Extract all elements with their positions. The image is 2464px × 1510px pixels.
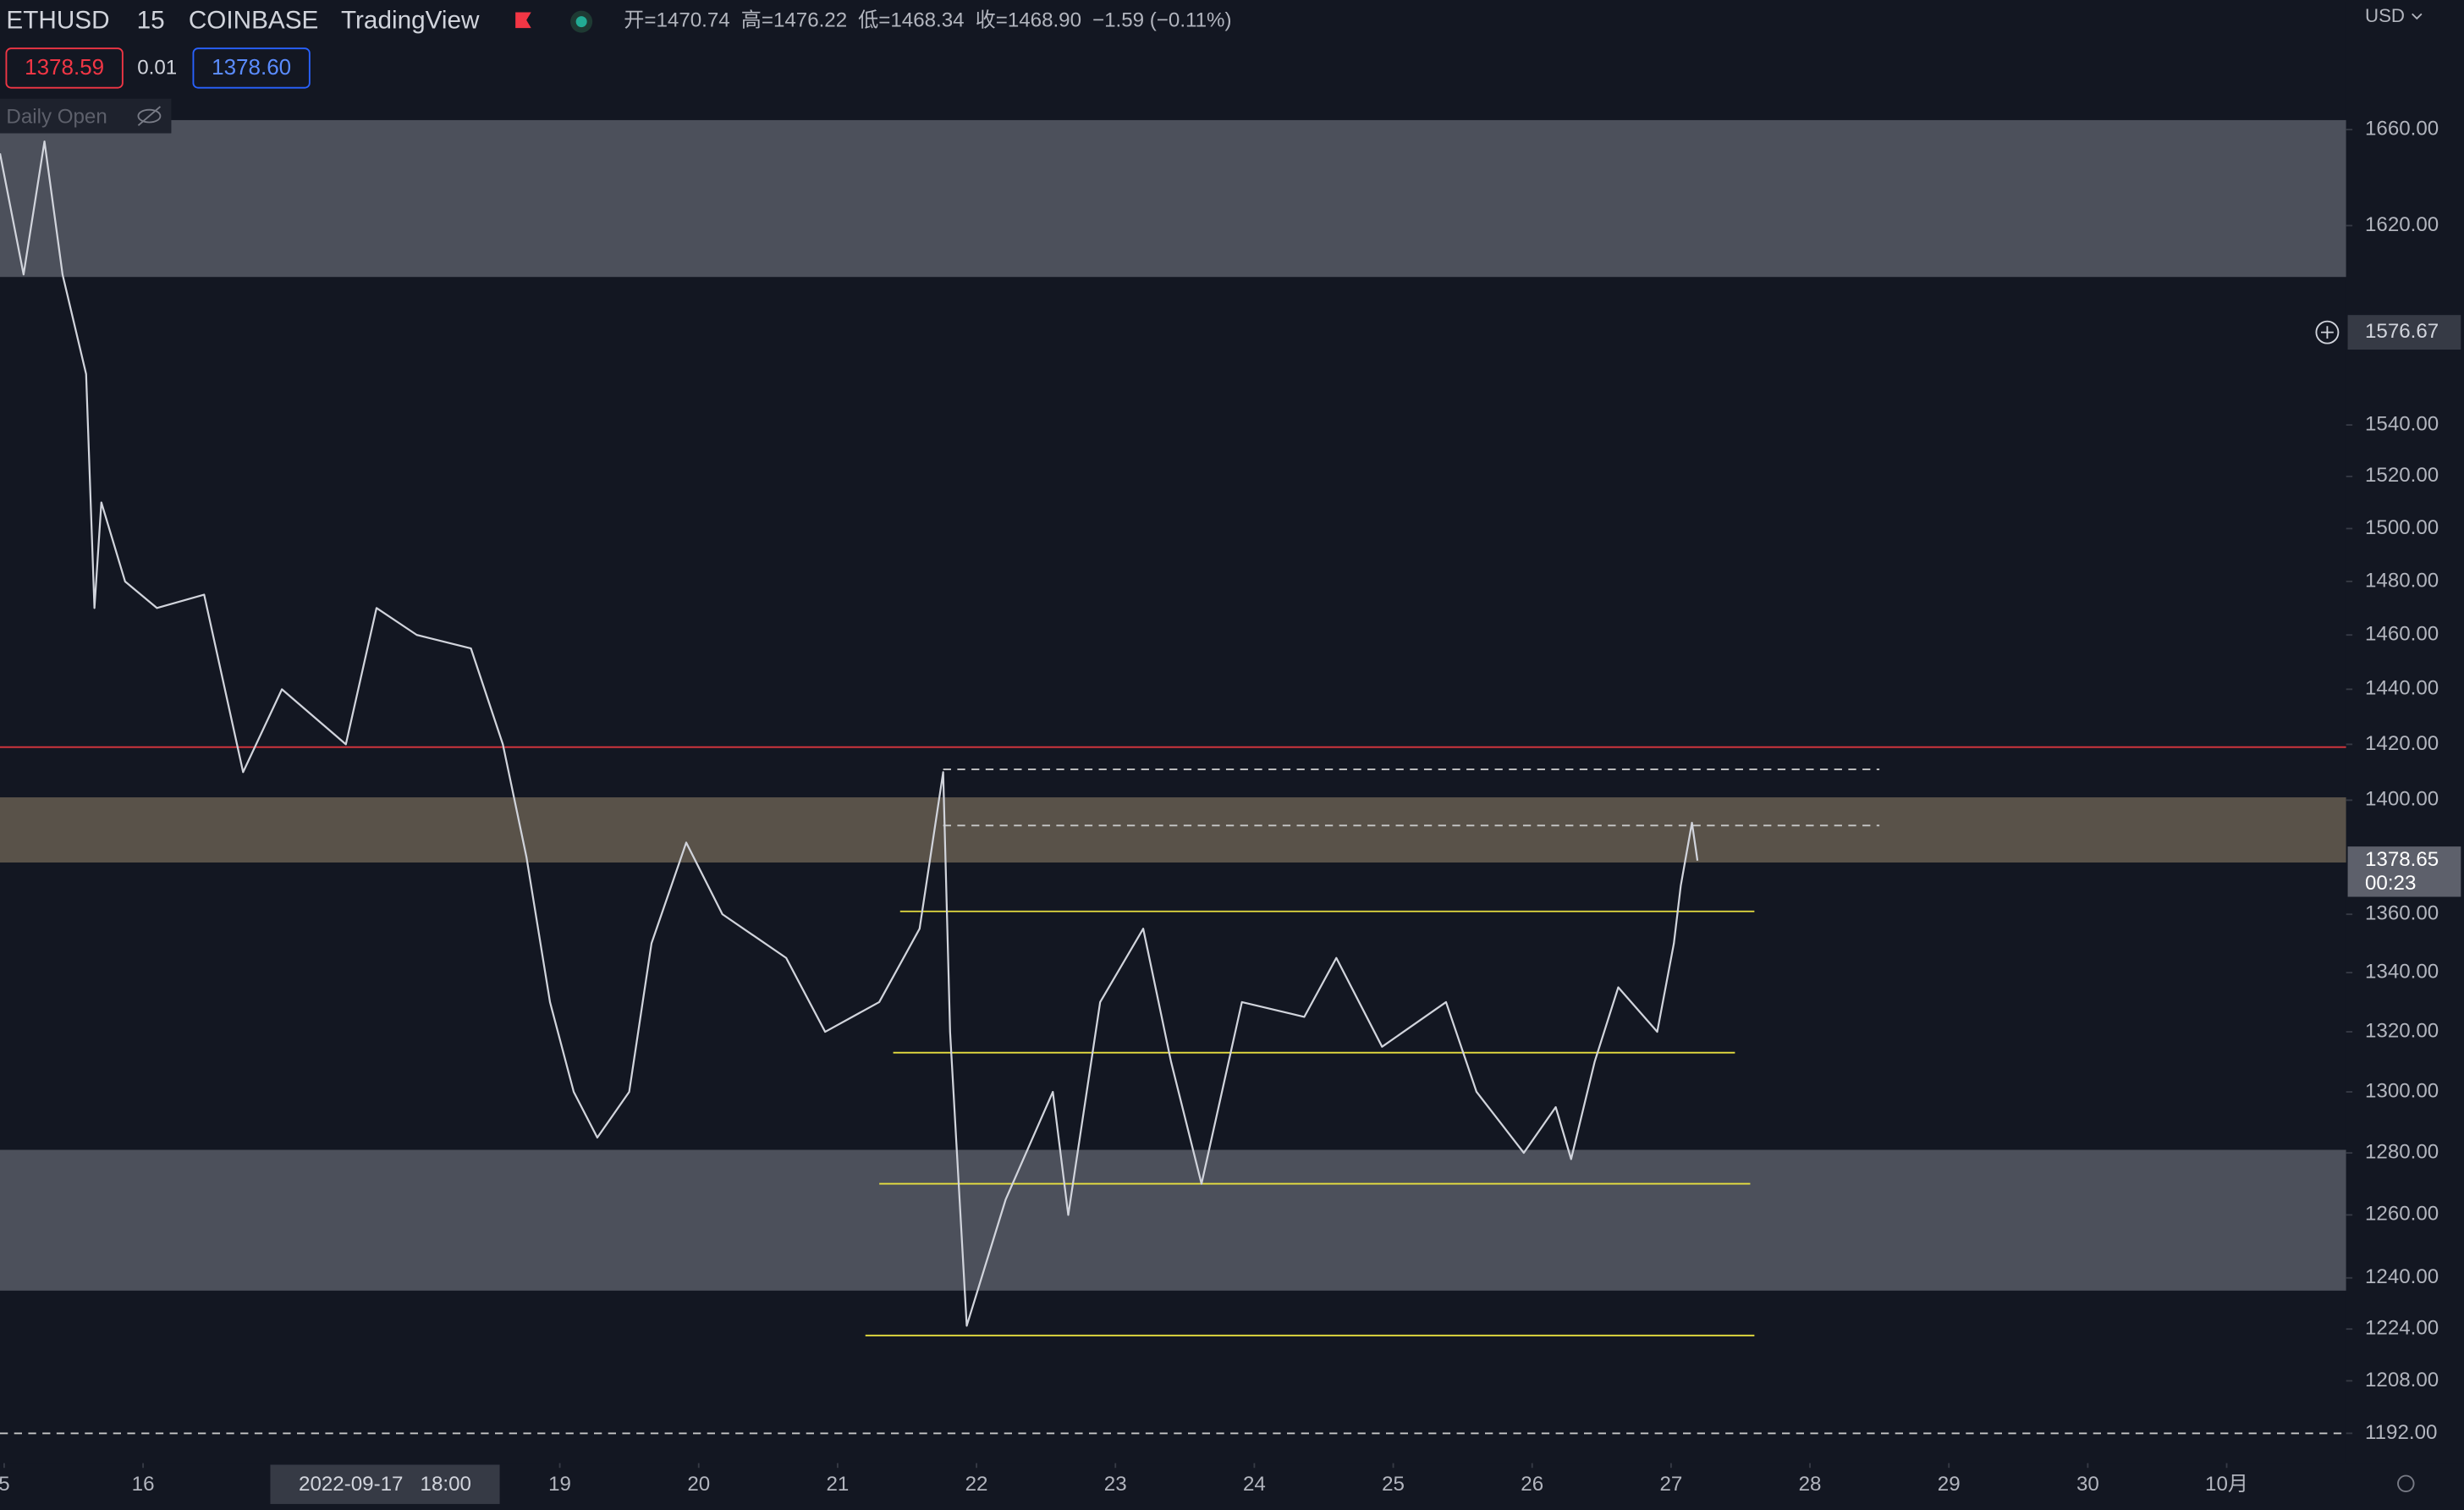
y-tick-label: 1400.00 (2365, 788, 2439, 811)
last-price: 1378.65 (2365, 848, 2439, 871)
currency-caret (2412, 13, 2423, 20)
y-tick-label: 1320.00 (2365, 1019, 2439, 1042)
x-tick-label: 25 (1382, 1473, 1405, 1496)
flag-icon[interactable] (515, 12, 531, 29)
y-tick-label: 1500.00 (2365, 516, 2439, 539)
symbol: ETHUSD (6, 6, 109, 34)
x-tick-label: 19 (548, 1473, 571, 1496)
x-tick-label: 24 (1243, 1473, 1266, 1496)
ohlc-value: 1476.22 (773, 9, 847, 32)
ohlc-value: 1468.34 (890, 9, 964, 32)
add-alert-plus (2321, 326, 2334, 339)
hidden-icon[interactable] (137, 106, 162, 126)
y-tick-label: 1208.00 (2365, 1369, 2439, 1392)
price-line (0, 141, 1699, 1327)
indicator[interactable]: Daily Open (6, 105, 107, 128)
add-alert-circle (2315, 320, 2340, 344)
crosshair-time: 2022-09-17 18:00 (299, 1473, 471, 1496)
y-tick-label: 1360.00 (2365, 902, 2439, 925)
ohlc-label: 收= (976, 9, 1008, 32)
y-tick-label: 1660.00 (2365, 117, 2439, 140)
y-tick-label: 1480.00 (2365, 569, 2439, 592)
crosshair-price: 1576.67 (2365, 320, 2439, 343)
y-tick-label: 1340.00 (2365, 960, 2439, 983)
x-tick-label: 29 (1938, 1473, 1961, 1496)
ask-box[interactable] (192, 47, 311, 89)
x-tick-label: 10月 (2205, 1473, 2248, 1496)
y-tick-label: 1240.00 (2365, 1265, 2439, 1288)
x-tick-label: 5 (0, 1473, 10, 1496)
zone (0, 119, 2346, 278)
ohlc-value: 1470.74 (657, 9, 730, 32)
bid: 1378.59 (25, 54, 104, 80)
zone (0, 797, 2346, 863)
axes: 1660.00 1620.00 1540.00 1520.00 1500.00 1480.… (0, 117, 2461, 1504)
plot-area (0, 119, 2346, 1435)
ohlc-label: 开= (624, 9, 656, 32)
crosshair-price-bg (2347, 315, 2461, 350)
price-axis (2346, 1, 2464, 1509)
y-tick-label: 1520.00 (2365, 464, 2439, 487)
ohlc: 开=1470.74 高=1476.22 低=1468.34 收=1468.90 −1.5… (624, 9, 1231, 32)
x-tick-label: 22 (965, 1473, 988, 1496)
y-tick-label: 1420.00 (2365, 732, 2439, 755)
change: −1.59 (−0.11%) (1092, 9, 1232, 32)
x-tick-label: 23 (1104, 1473, 1127, 1496)
source: TradingView (341, 6, 480, 34)
y-tick-label: 1540.00 (2365, 412, 2439, 435)
y-tick-label: 1440.00 (2365, 677, 2439, 700)
header: ETHUSD 15 COINBASE TradingView 1378.59 0… (0, 5, 2423, 1493)
currency[interactable]: USD (2365, 5, 2405, 26)
x-tick-label: 21 (826, 1473, 849, 1496)
crosshair-time-bg (270, 1464, 500, 1504)
x-tick-label: 16 (132, 1473, 155, 1496)
x-tick-label: 26 (1521, 1473, 1543, 1496)
x-tick-label: 27 (1659, 1473, 1682, 1496)
settings-icon[interactable] (2397, 1474, 2415, 1493)
last-price-bg (2347, 846, 2461, 897)
ask: 1378.60 (212, 54, 291, 80)
zone (0, 1149, 2346, 1291)
status-dot (575, 16, 587, 28)
y-tick-label: 1620.00 (2365, 213, 2439, 236)
y-tick-label: 1224.00 (2365, 1317, 2439, 1340)
y-tick-label: 1300.00 (2365, 1079, 2439, 1102)
indicator-bg (0, 98, 172, 134)
bid-box[interactable] (5, 47, 124, 89)
interval: 15 (137, 6, 165, 34)
y-tick-label: 1460.00 (2365, 623, 2439, 646)
y-tick-label: 1280.00 (2365, 1140, 2439, 1163)
y-tick-label: 1192.00 (2365, 1421, 2437, 1444)
exchange: COINBASE (189, 6, 319, 34)
spread: 0.01 (137, 57, 177, 80)
ohlc-label: 高= (741, 9, 773, 32)
add-alert-button[interactable] (2315, 320, 2340, 344)
x-tick-label: 30 (2076, 1473, 2099, 1496)
y-tick-label: 1260.00 (2365, 1203, 2439, 1226)
ohlc-label: 低= (858, 9, 890, 32)
ohlc-value: 1468.90 (1008, 9, 1081, 32)
x-tick-label: 20 (687, 1473, 710, 1496)
countdown: 00:23 (2365, 872, 2416, 895)
x-tick-label: 28 (1799, 1473, 1822, 1496)
